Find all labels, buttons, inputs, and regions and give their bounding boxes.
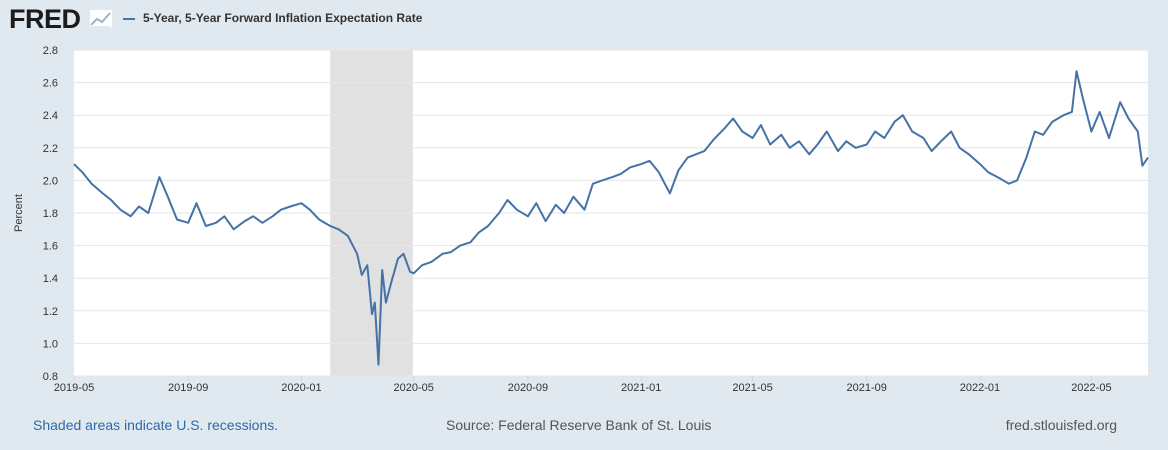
- y-tick-label: 1.8: [43, 208, 58, 220]
- x-tick-label: 2022-01: [960, 382, 1000, 394]
- y-tick-label: 2.0: [43, 175, 58, 187]
- legend-label[interactable]: 5-Year, 5-Year Forward Inflation Expecta…: [143, 11, 423, 25]
- y-tick-label: 1.6: [43, 241, 58, 253]
- y-tick-label: 0.8: [43, 371, 58, 383]
- x-tick-label: 2019-05: [54, 382, 94, 394]
- source-note: Source: Federal Reserve Bank of St. Loui…: [446, 417, 712, 433]
- x-tick-label: 2021-01: [621, 382, 661, 394]
- recession-note-link[interactable]: Shaded areas indicate U.S. recessions.: [33, 417, 279, 433]
- y-axis-label: Percent: [13, 194, 25, 232]
- y-tick-label: 2.4: [43, 110, 58, 122]
- y-tick-label: 2.6: [43, 78, 58, 90]
- x-tick-label: 2021-05: [732, 382, 772, 394]
- series-line: [73, 70, 1149, 366]
- site-link[interactable]: fred.stlouisfed.org: [1005, 417, 1117, 433]
- line-chart-icon: [89, 9, 113, 29]
- y-tick-label: 1.2: [43, 306, 58, 318]
- x-tick-label: 2020-09: [508, 382, 548, 394]
- x-tick-label: 2022-05: [1071, 382, 1111, 394]
- x-tick-label: 2019-09: [168, 382, 208, 394]
- y-tick-label: 1.4: [43, 273, 58, 285]
- y-tick-label: 2.2: [43, 143, 58, 155]
- x-tick-label: 2020-01: [281, 382, 321, 394]
- y-tick-label: 2.8: [43, 45, 58, 57]
- x-tick-label: 2021-09: [847, 382, 887, 394]
- x-tick-label: 2020-05: [394, 382, 434, 394]
- fred-logo[interactable]: FRED: [9, 4, 81, 34]
- legend-swatch: [123, 18, 135, 20]
- y-tick-label: 1.0: [43, 338, 58, 350]
- header: FRED 5-Year, 5-Year Forward Inflation Ex…: [0, 0, 1168, 40]
